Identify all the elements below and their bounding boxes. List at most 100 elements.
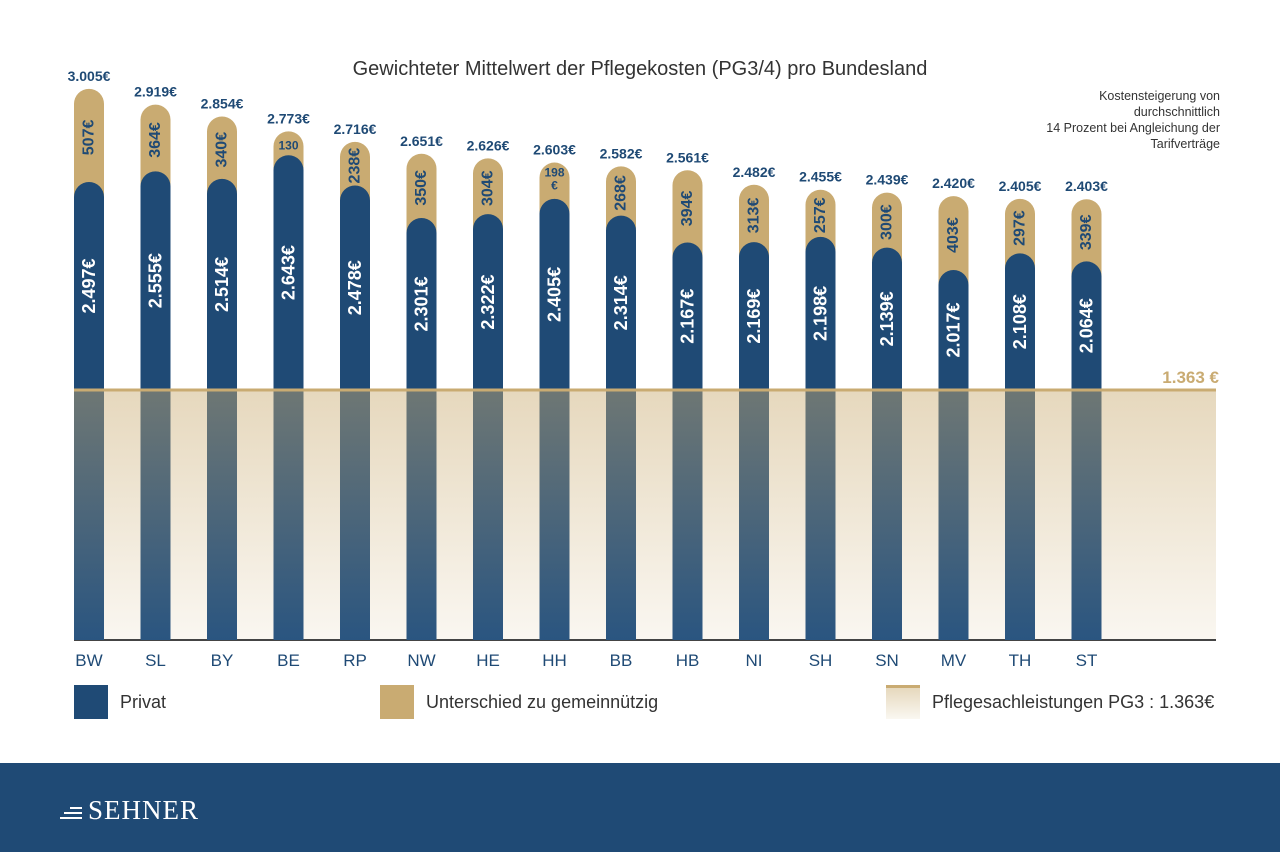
unterschied-value-label: 257€ (812, 197, 829, 233)
legend-swatch-pflege (886, 685, 920, 719)
bar-privat (739, 242, 769, 390)
unterschied-value-label: 364€ (147, 122, 164, 158)
bar-unterschied (207, 116, 237, 194)
bar-privat-lower (938, 390, 969, 640)
unterschied-value-label: 507€ (81, 120, 98, 156)
total-label: 2.854€ (201, 96, 244, 112)
category-label: ST (1076, 651, 1098, 670)
reference-label: 1.363 € (1162, 368, 1219, 387)
total-label: 2.561€ (666, 149, 709, 165)
unterschied-value-label: 300€ (879, 204, 896, 240)
total-label: 2.582€ (600, 145, 643, 161)
category-label: BW (75, 651, 102, 670)
bar-privat-lower (739, 390, 769, 640)
unterschied-value-label: 297€ (1012, 210, 1029, 246)
unterschied-value-label: 268€ (613, 175, 630, 211)
privat-value-label: 2.139€ (877, 291, 897, 346)
bar-privat (140, 171, 171, 390)
total-label: 2.603€ (533, 142, 576, 158)
bar-unterschied (406, 153, 437, 233)
bar-unterschied (672, 170, 703, 258)
bar-privat-lower (74, 390, 104, 640)
category-label: NW (407, 651, 435, 670)
category-label: TH (1009, 651, 1032, 670)
category-label: HH (542, 651, 567, 670)
unterschied-value-label: 304€ (480, 170, 497, 206)
privat-value-label: 2.314€ (611, 275, 631, 330)
unterschied-value-label: 339€ (1078, 214, 1095, 250)
total-label: 2.439€ (866, 172, 909, 188)
logo-lines-icon (60, 803, 82, 819)
bar-unterschied (1071, 199, 1102, 277)
bar-privat (938, 270, 969, 390)
category-label: BB (610, 651, 633, 670)
total-label: 2.482€ (733, 164, 776, 180)
bar-unterschied (340, 141, 370, 201)
bar-privat-lower (140, 390, 171, 640)
category-label: HB (676, 651, 700, 670)
privat-value-label: 2.643€ (279, 245, 299, 300)
category-label: MV (941, 651, 967, 670)
bar-unterschied (140, 104, 171, 187)
bar-privat-lower (207, 390, 237, 640)
total-label: 2.626€ (467, 137, 510, 153)
bar-privat (1071, 261, 1102, 390)
unterschied-value-label: 238€ (347, 148, 364, 184)
bar-privat-lower (805, 390, 836, 640)
legend-label-privat: Privat (120, 691, 167, 712)
bar-privat-lower (473, 390, 503, 640)
privat-value-label: 2.497€ (79, 258, 99, 313)
bar-unterschied (473, 158, 504, 230)
bar-privat-lower (1071, 390, 1102, 640)
bar-privat-lower (406, 390, 437, 640)
bar-privat-lower (539, 390, 570, 640)
total-label: 2.420€ (932, 175, 975, 191)
privat-value-label: 2.555€ (146, 253, 166, 308)
privat-value-label: 2.301€ (412, 276, 432, 331)
total-label: 3.005€ (68, 68, 111, 84)
privat-value-label: 2.322€ (478, 275, 498, 330)
cost-increase-note: Kostensteigerung von durchschnittlich 14… (960, 88, 1220, 152)
category-label: BY (211, 651, 234, 670)
privat-value-label: 2.405€ (545, 267, 565, 322)
category-label: SH (809, 651, 833, 670)
bar-unterschied (938, 196, 969, 286)
bar-privat (805, 236, 836, 390)
bar-privat-lower (872, 390, 902, 640)
bar-privat-lower (340, 390, 370, 640)
total-label: 2.716€ (334, 121, 377, 137)
unterschied-value-label: 340€ (214, 132, 231, 168)
legend-item-privat: Privat (74, 684, 166, 720)
bar-unterschied (739, 184, 769, 258)
bar-privat (473, 214, 504, 390)
total-label: 2.403€ (1065, 178, 1108, 194)
bar-privat (606, 215, 636, 390)
note-line: Kostensteigerung von (1099, 89, 1220, 103)
bar-privat (539, 198, 570, 390)
bar-privat (74, 182, 104, 390)
bar-privat-lower (273, 390, 304, 640)
category-label: NI (746, 651, 763, 670)
category-label: BE (277, 651, 300, 670)
legend-swatch-unterschied (380, 685, 414, 719)
unterschied-value-label: 313€ (746, 198, 763, 234)
privat-value-label: 2.017€ (944, 302, 964, 357)
chart-title: Gewichteter Mittelwert der Pflegekosten … (352, 58, 928, 80)
legend-label-pflege: Pflegesachleistungen PG3 : 1.363€ (932, 691, 1215, 712)
footer-bar: SEHNER (0, 763, 1280, 852)
privat-value-label: 2.514€ (212, 257, 232, 312)
bar-privat (340, 185, 370, 390)
bar-unterschied (606, 166, 636, 231)
reference-band (74, 390, 1216, 640)
privat-value-label: 2.064€ (1077, 298, 1097, 353)
legend-swatch-privat (74, 685, 108, 719)
total-label: 2.405€ (999, 178, 1042, 194)
bar-privat-lower (1005, 390, 1035, 640)
bar-unterschied (805, 189, 836, 252)
bar-privat-lower (672, 390, 703, 640)
bar-privat (872, 247, 902, 390)
privat-value-label: 2.478€ (345, 260, 365, 315)
bar-privat (1005, 253, 1035, 390)
bar-unterschied (872, 192, 902, 263)
bar-privat (207, 178, 237, 390)
